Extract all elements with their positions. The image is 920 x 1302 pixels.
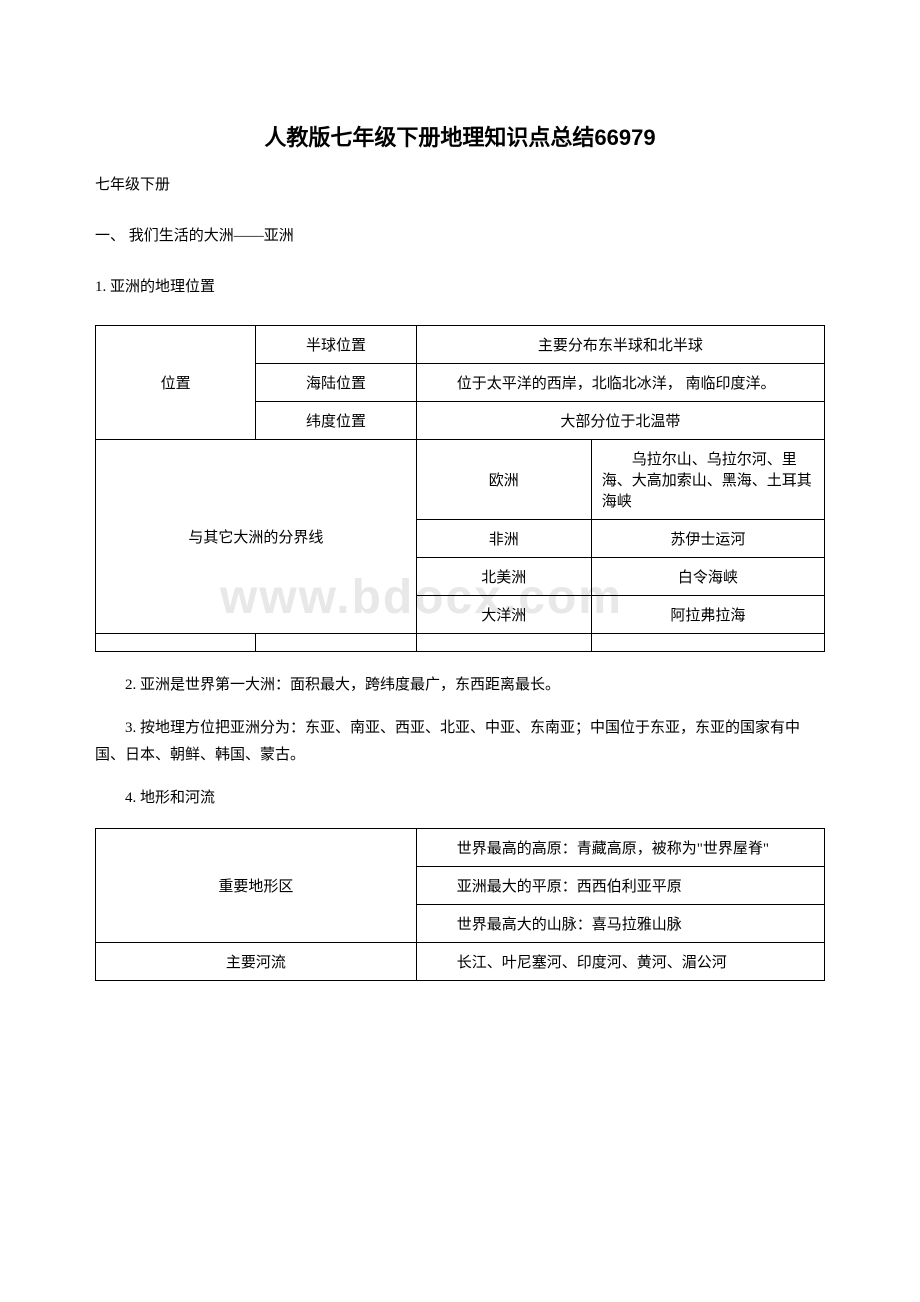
table-cell: 苏伊士运河 xyxy=(591,520,824,558)
table-row xyxy=(96,634,825,652)
table-cell: 位于太平洋的西岸，北临北冰洋， 南临印度洋。 xyxy=(416,364,824,402)
table-cell: 位置 xyxy=(96,326,256,440)
list-item: 3. 按地理方位把亚洲分为：东亚、南亚、西亚、北亚、中亚、东南亚；中国位于东亚，… xyxy=(95,715,825,769)
table-cell: 世界最高大的山脉：喜马拉雅山脉 xyxy=(416,905,824,943)
table-cell: 欧洲 xyxy=(416,440,591,520)
table-row: 与其它大洲的分界线 欧洲 乌拉尔山、乌拉尔河、里海、大高加索山、黑海、土耳其海峡 xyxy=(96,440,825,520)
table-row: 重要地形区 世界最高的高原：青藏高原，被称为"世界屋脊" xyxy=(96,829,825,867)
table-cell: 海陆位置 xyxy=(256,364,416,402)
table-cell: 半球位置 xyxy=(256,326,416,364)
table-cell xyxy=(591,634,824,652)
document-content: 人教版七年级下册地理知识点总结66979 七年级下册 一、 我们生活的大洲——亚… xyxy=(95,120,825,981)
table-cell: 主要分布东半球和北半球 xyxy=(416,326,824,364)
table-location: 位置 半球位置 主要分布东半球和北半球 海陆位置 位于太平洋的西岸，北临北冰洋，… xyxy=(95,325,825,652)
table-cell: 阿拉弗拉海 xyxy=(591,596,824,634)
table-cell: 大部分位于北温带 xyxy=(416,402,824,440)
table-cell: 乌拉尔山、乌拉尔河、里海、大高加索山、黑海、土耳其海峡 xyxy=(591,440,824,520)
table-terrain: 重要地形区 世界最高的高原：青藏高原，被称为"世界屋脊" 亚洲最大的平原：西西伯… xyxy=(95,828,825,981)
table-cell: 长江、叶尼塞河、印度河、黄河、湄公河 xyxy=(416,943,824,981)
table-cell xyxy=(256,634,416,652)
table-cell: 大洋洲 xyxy=(416,596,591,634)
table-cell xyxy=(416,634,591,652)
table-cell: 与其它大洲的分界线 xyxy=(96,440,417,634)
subtitle-text: 七年级下册 xyxy=(95,172,825,199)
table-cell: 重要地形区 xyxy=(96,829,417,943)
list-item: 4. 地形和河流 xyxy=(95,785,825,812)
list-item: 2. 亚洲是世界第一大洲：面积最大，跨纬度最广，东西距离最长。 xyxy=(95,672,825,699)
table-cell: 世界最高的高原：青藏高原，被称为"世界屋脊" xyxy=(416,829,824,867)
table-cell: 北美洲 xyxy=(416,558,591,596)
table-cell xyxy=(96,634,256,652)
table-row: 位置 半球位置 主要分布东半球和北半球 xyxy=(96,326,825,364)
list-item: 1. 亚洲的地理位置 xyxy=(95,274,825,301)
table-cell: 纬度位置 xyxy=(256,402,416,440)
table-cell: 白令海峡 xyxy=(591,558,824,596)
table-cell: 亚洲最大的平原：西西伯利亚平原 xyxy=(416,867,824,905)
section-heading: 一、 我们生活的大洲——亚洲 xyxy=(95,223,825,250)
table-cell: 主要河流 xyxy=(96,943,417,981)
table-cell: 非洲 xyxy=(416,520,591,558)
table-row: 主要河流 长江、叶尼塞河、印度河、黄河、湄公河 xyxy=(96,943,825,981)
page-title: 人教版七年级下册地理知识点总结66979 xyxy=(95,120,825,152)
